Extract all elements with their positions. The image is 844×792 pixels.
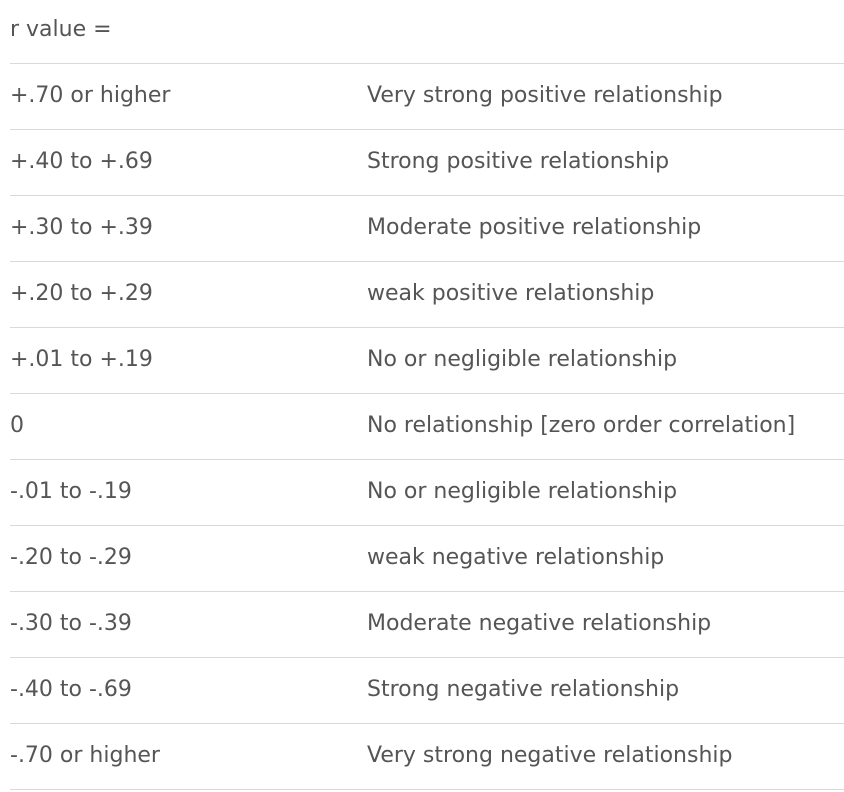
- range-cell: +.30 to +.39: [10, 215, 153, 240]
- description-cell: Strong positive relationship: [367, 149, 670, 174]
- table-row: -.40 to -.69 Strong negative relationshi…: [10, 658, 844, 724]
- table-header-row: r value =: [10, 0, 844, 64]
- description-cell: No relationship [zero order correlation]: [367, 413, 796, 438]
- range-cell: -.40 to -.69: [10, 677, 132, 702]
- description-cell: weak positive relationship: [367, 281, 655, 306]
- description-cell: Very strong negative relationship: [367, 743, 733, 768]
- description-cell: Moderate positive relationship: [367, 215, 702, 240]
- range-cell: -.20 to -.29: [10, 545, 132, 570]
- table-row: -.70 or higher Very strong negative rela…: [10, 724, 844, 790]
- range-cell: -.70 or higher: [10, 743, 160, 768]
- table-row: -.20 to -.29 weak negative relationship: [10, 526, 844, 592]
- range-cell: -.30 to -.39: [10, 611, 132, 636]
- description-cell: No or negligible relationship: [367, 347, 678, 372]
- table-row: -.30 to -.39 Moderate negative relations…: [10, 592, 844, 658]
- description-cell: Moderate negative relationship: [367, 611, 712, 636]
- range-cell: +.70 or higher: [10, 83, 171, 108]
- table-row: 0 No relationship [zero order correlatio…: [10, 394, 844, 460]
- table-row: +.70 or higher Very strong positive rela…: [10, 64, 844, 130]
- table-row: +.20 to +.29 weak positive relationship: [10, 262, 844, 328]
- range-cell: 0: [10, 413, 24, 438]
- header-cell-r-value: r value =: [10, 17, 112, 42]
- description-cell: Strong negative relationship: [367, 677, 680, 702]
- table-row: +.30 to +.39 Moderate positive relations…: [10, 196, 844, 262]
- description-cell: Very strong positive relationship: [367, 83, 723, 108]
- range-cell: -.01 to -.19: [10, 479, 132, 504]
- table-row: +.40 to +.69 Strong positive relationshi…: [10, 130, 844, 196]
- range-cell: +.40 to +.69: [10, 149, 153, 174]
- table-row: +.01 to +.19 No or negligible relationsh…: [10, 328, 844, 394]
- range-cell: +.01 to +.19: [10, 347, 153, 372]
- table-row: -.01 to -.19 No or negligible relationsh…: [10, 460, 844, 526]
- description-cell: weak negative relationship: [367, 545, 665, 570]
- description-cell: No or negligible relationship: [367, 479, 678, 504]
- range-cell: +.20 to +.29: [10, 281, 153, 306]
